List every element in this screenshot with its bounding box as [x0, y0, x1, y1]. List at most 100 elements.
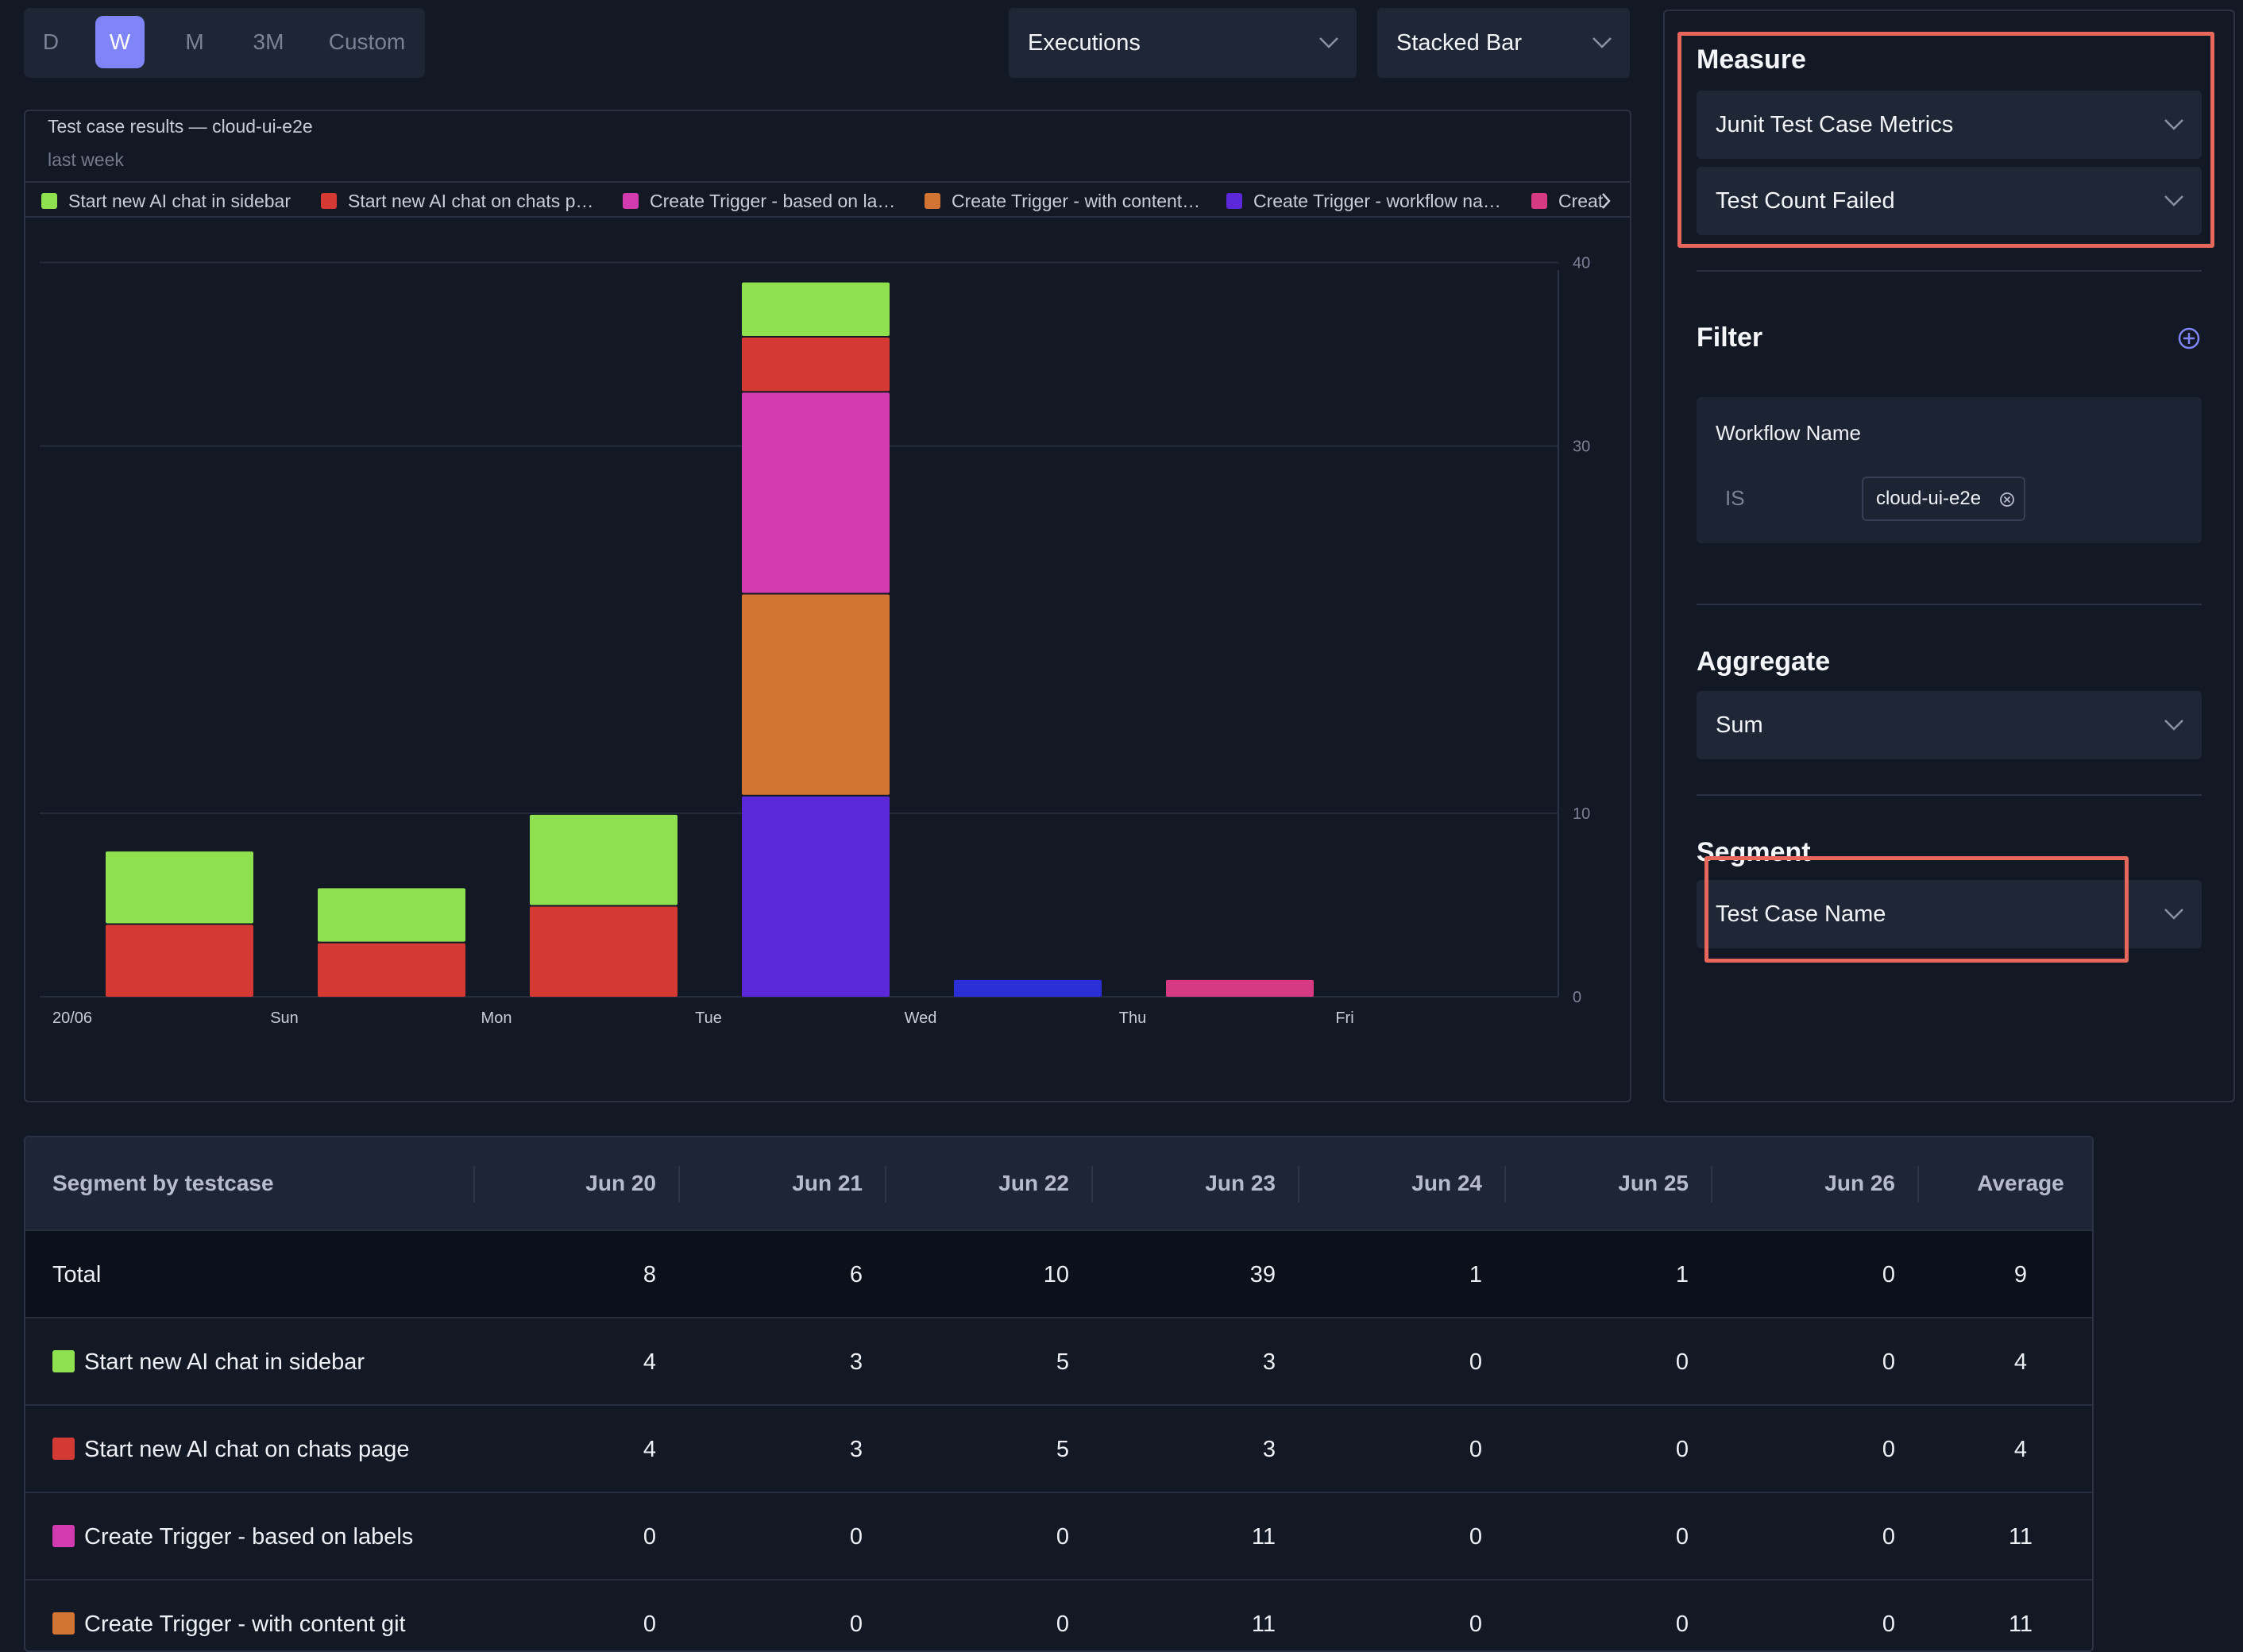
- legend-item[interactable]: Create Trigger - based on la…: [623, 183, 895, 219]
- chart-legend: Start new AI chat in sidebar Start new A…: [25, 181, 1630, 218]
- bar-segment: [742, 796, 890, 997]
- y-tick-label: 0: [1573, 989, 1581, 1006]
- filter-value-label: cloud-ui-e2e: [1876, 488, 1982, 509]
- metric-select[interactable]: Executions: [1009, 8, 1357, 78]
- table-cell: 11: [1251, 1524, 1276, 1550]
- row-swatch: [52, 1350, 75, 1373]
- bar-segment: [742, 282, 890, 336]
- table-row: Start new AI chat in sidebar 4 3 5 3 0 0…: [25, 1317, 2092, 1406]
- range-tab-group: D W M 3M Custom: [24, 8, 425, 78]
- measure-highlight-box: [1677, 32, 2214, 248]
- remove-filter-icon[interactable]: [1998, 491, 2016, 508]
- y-tick-label: 40: [1573, 255, 1590, 272]
- table-cell-average: 4: [2013, 1349, 2028, 1375]
- column-header-day[interactable]: Jun 20: [585, 1171, 656, 1195]
- range-tab-day[interactable]: D: [42, 29, 60, 54]
- chevron-down-icon: [2164, 119, 2183, 130]
- table-cell: 0: [643, 1524, 656, 1550]
- legend-item[interactable]: Start new AI chat in sidebar: [41, 183, 291, 219]
- row-label: Start new AI chat in sidebar: [84, 1349, 365, 1375]
- range-tab-custom[interactable]: Custom: [328, 29, 406, 54]
- column-header-day[interactable]: Jun 24: [1411, 1171, 1482, 1195]
- segment-highlight-box: [1704, 856, 2129, 963]
- table-cell: 0: [1882, 1524, 1895, 1550]
- column-header-day[interactable]: Jun 26: [1824, 1171, 1895, 1195]
- range-tab-week[interactable]: W: [95, 16, 145, 68]
- row-swatch: [52, 1438, 75, 1461]
- table-cell: 3: [849, 1349, 863, 1375]
- column-separator: [1504, 1166, 1506, 1202]
- table-cell: 3: [1262, 1437, 1276, 1462]
- chart-type-select[interactable]: Stacked Bar: [1377, 8, 1630, 78]
- row-label-cell: Create Trigger - with content git: [52, 1581, 406, 1650]
- column-header-day[interactable]: Jun 25: [1618, 1171, 1689, 1195]
- divider: [1697, 270, 2202, 272]
- legend-label: Create Trigger - workflow na…: [1253, 190, 1501, 211]
- legend-swatch: [1531, 193, 1547, 209]
- filter-value-chip[interactable]: cloud-ui-e2e: [1862, 477, 2025, 521]
- table-cell-average: 11: [2008, 1611, 2033, 1637]
- row-label: Create Trigger - with content git: [84, 1611, 406, 1637]
- add-filter-icon[interactable]: [2176, 326, 2202, 351]
- chart-subtitle: last week: [48, 149, 124, 170]
- column-header-day[interactable]: Jun 21: [792, 1171, 863, 1195]
- range-tab-3-months[interactable]: 3M: [253, 29, 284, 54]
- table-cell: 0: [1675, 1437, 1689, 1462]
- measure-source-select[interactable]: Junit Test Case Metrics: [1697, 91, 2202, 159]
- legend-item[interactable]: Creat: [1531, 183, 1603, 219]
- table-cell-average: 11: [2008, 1524, 2033, 1550]
- aggregate-title: Aggregate: [1697, 647, 1831, 677]
- table-row-total: Total 8 6 10 39 1 1 0 9: [25, 1229, 2092, 1318]
- measure-field-select[interactable]: Test Count Failed: [1697, 167, 2202, 235]
- row-label: Create Trigger - based on labels: [84, 1524, 414, 1550]
- column-header-day[interactable]: Jun 23: [1205, 1171, 1276, 1195]
- chevron-down-icon: [1592, 37, 1612, 48]
- table-cell: 3: [1262, 1349, 1276, 1375]
- table-cell: 6: [849, 1262, 863, 1287]
- legend-next-icon[interactable]: [1598, 191, 1614, 211]
- aggregate-select[interactable]: Sum: [1697, 691, 2202, 759]
- table-cell: 4: [643, 1349, 656, 1375]
- table-cell: 1: [1469, 1262, 1482, 1287]
- segment-table: Segment by testcase Jun 20 Jun 21 Jun 22…: [24, 1136, 2094, 1652]
- row-label: Total: [52, 1262, 102, 1287]
- table-header: Segment by testcase Jun 20 Jun 21 Jun 22…: [25, 1137, 2092, 1229]
- table-cell: 0: [643, 1611, 656, 1637]
- column-separator: [1091, 1166, 1093, 1202]
- column-header-day[interactable]: Jun 22: [998, 1171, 1069, 1195]
- table-row: Create Trigger - with content git 0 0 0 …: [25, 1579, 2092, 1650]
- column-separator: [678, 1166, 680, 1202]
- legend-label: Start new AI chat in sidebar: [68, 190, 291, 211]
- measure-field-label: Test Count Failed: [1716, 187, 1895, 214]
- table-cell: 10: [1043, 1262, 1069, 1287]
- table-cell: 0: [1469, 1611, 1482, 1637]
- y-tick-label: 10: [1573, 805, 1590, 823]
- segment-select[interactable]: Test Case Name: [1697, 880, 2202, 948]
- row-label-cell: Start new AI chat on chats page: [52, 1406, 409, 1493]
- filter-operator[interactable]: IS: [1725, 486, 1745, 510]
- legend-swatch: [41, 193, 57, 209]
- column-header-average[interactable]: Average: [1977, 1171, 2064, 1195]
- stacked-bar-chart: 0 10 30 40 20/06 Sun Mon Tue Wed Thu Fri: [40, 255, 1590, 1027]
- legend-item[interactable]: Create Trigger - with content…: [925, 183, 1200, 219]
- table-cell: 0: [1675, 1349, 1689, 1375]
- column-header-segment[interactable]: Segment by testcase: [52, 1171, 274, 1195]
- legend-item[interactable]: Create Trigger - workflow na…: [1226, 183, 1501, 219]
- table-cell: 0: [1469, 1349, 1482, 1375]
- table-cell: 8: [643, 1262, 656, 1287]
- chevron-down-icon: [2164, 909, 2183, 920]
- segment-title: Segment: [1697, 837, 1811, 867]
- table-cell: 0: [1675, 1611, 1689, 1637]
- row-label-cell: Create Trigger - based on labels: [52, 1493, 413, 1581]
- x-tick-label: Wed: [905, 1009, 937, 1027]
- table-cell: 5: [1056, 1437, 1069, 1462]
- row-label-cell: Start new AI chat in sidebar: [52, 1318, 365, 1406]
- aggregate-select-label: Sum: [1716, 712, 1763, 738]
- table-cell-average: 9: [2013, 1262, 2028, 1287]
- legend-item[interactable]: Start new AI chat on chats p…: [321, 183, 593, 219]
- column-separator: [1298, 1166, 1299, 1202]
- range-tab-month[interactable]: M: [185, 29, 204, 54]
- table-cell: 0: [849, 1524, 863, 1550]
- legend-swatch: [1226, 193, 1242, 209]
- segment-select-label: Test Case Name: [1716, 901, 1886, 927]
